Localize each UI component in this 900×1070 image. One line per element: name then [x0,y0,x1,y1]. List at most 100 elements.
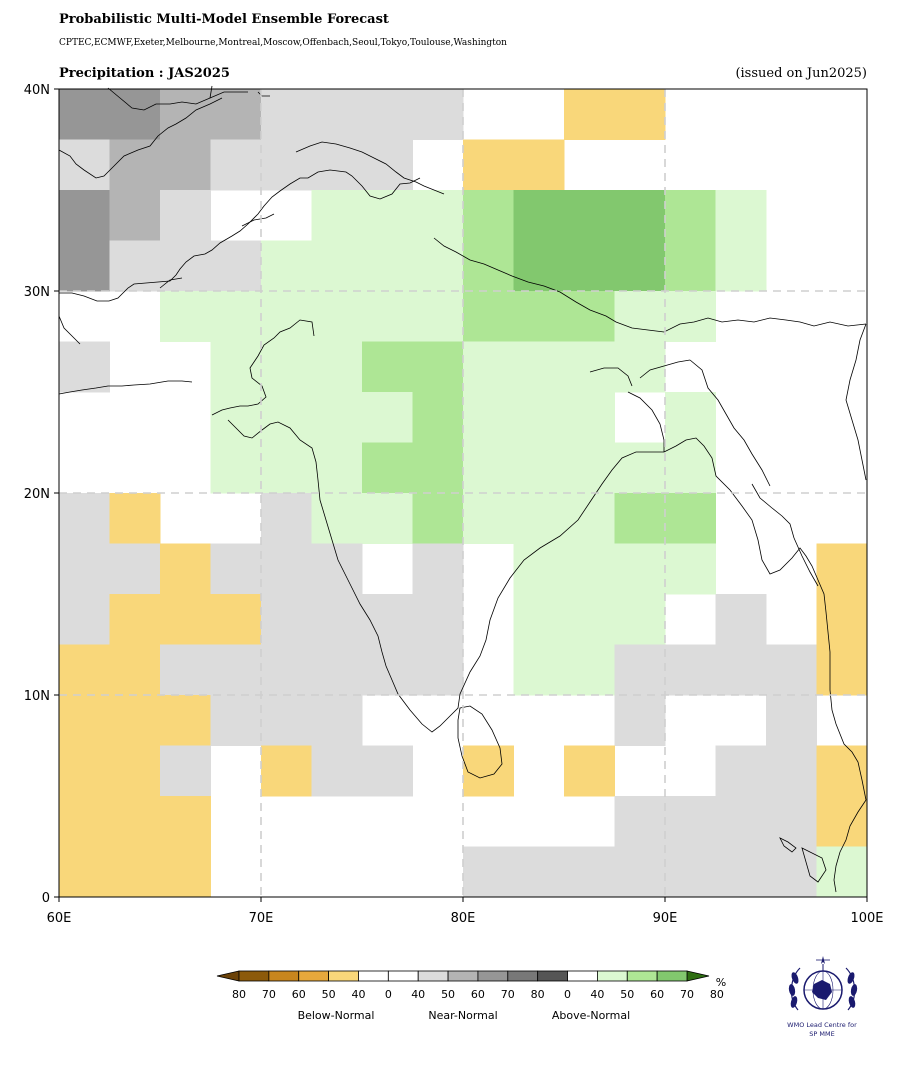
colorbar-segment [298,970,330,982]
probability-cell [715,240,767,292]
probability-cell [513,139,565,191]
probability-cell [564,846,615,898]
probability-cell [412,392,464,443]
probability-cell [362,442,413,494]
probability-cell [261,644,312,696]
probability-cell [59,543,110,595]
probability-cell [362,240,413,292]
probability-cell [160,695,211,746]
probability-cell [362,745,413,797]
probability-cell [715,644,767,696]
probability-cell [766,846,817,898]
probability-cell [614,190,666,241]
colorbar-segment [477,970,509,982]
probability-cell [665,644,716,696]
probability-cell [513,644,565,696]
probability-cell [160,594,211,645]
probability-cell [614,493,666,544]
probability-cell [564,341,615,393]
probability-cell [362,594,413,645]
colorbar-tick-label: 40 [351,988,366,1001]
probability-cell [816,594,868,645]
probability-cell [261,291,312,342]
probability-cell [362,89,413,140]
probability-cell [614,442,666,494]
y-tick-label: 10N [24,689,50,704]
probability-cell [59,341,110,393]
probability-cell [513,594,565,645]
lat-lon-gridlines [59,89,867,897]
x-tick-label: 100E [850,911,883,926]
probability-cell [311,543,363,595]
wmo-logo-caption: WMO Lead Centre for SP MME [770,1021,874,1039]
probability-cell [261,442,312,494]
probability-cell [311,139,363,191]
probability-cell [463,846,514,898]
probability-cell [261,240,312,292]
colorbar-segment [328,970,359,982]
probability-cell [160,139,211,191]
probability-cell [109,796,161,847]
colorbar-segment [387,970,419,982]
probability-cell [362,493,413,544]
probability-cell [816,745,868,797]
probability-cell [160,291,211,342]
colorbar-min-extension [216,970,240,982]
colorbar-segment [656,970,688,982]
probability-cell [665,442,716,494]
probability-cell [261,594,312,645]
colorbar-segment [417,970,449,982]
colorbar-segment [626,970,658,982]
probability-cell [362,392,413,443]
probability-cell [513,240,565,292]
probability-cell [564,89,615,140]
colorbar-tick-label: 60 [650,988,665,1001]
probability-cell [362,341,413,393]
probability-cell [109,594,161,645]
variable-season-label: Precipitation : JAS2025 [59,66,230,81]
probability-cell [614,543,666,595]
probability-cell [210,543,262,595]
probability-cell [210,89,262,140]
probability-cell [59,240,110,292]
probability-cell [412,341,464,393]
probability-cell [715,796,767,847]
probability-cell [109,543,161,595]
probability-cell [311,493,363,544]
probability-cell [614,240,666,292]
logo-line-1: WMO Lead Centre for [787,1021,857,1029]
probability-cell [210,291,262,342]
probability-cell [513,341,565,393]
probability-cell [564,190,615,241]
probability-cell [311,392,363,443]
colorbar-tick-label: 50 [620,988,635,1001]
colorbar-unit: % [715,976,727,989]
probability-cell [160,89,211,140]
probability-cell [665,846,716,898]
probability-cell [412,442,464,494]
colorbar-segment [507,970,539,982]
probability-cell [715,745,767,797]
probability-cell [412,240,464,292]
probability-cell [463,745,514,797]
y-tick-label: 20N [24,487,50,502]
latitude-axis: 0 10N 20N 30N 40N [24,83,59,906]
probability-cell [766,644,817,696]
colorbar-segment [567,970,598,982]
probability-cell [160,240,211,292]
probability-cell [109,89,161,140]
probability-cell [816,644,868,696]
probability-cell [614,594,666,645]
probability-cell [412,291,464,342]
x-tick-label: 90E [653,911,678,926]
colorbar-tick-label: 50 [441,988,456,1001]
probability-cell [513,543,565,595]
probability-cell [109,745,161,797]
colorbar-tick-label: 80 [232,988,246,1001]
probability-cell [715,846,767,898]
probability-cell [261,139,312,191]
probability-cells [59,89,868,898]
probability-cell [210,442,262,494]
probability-cell [766,695,817,746]
probability-cell [210,392,262,443]
